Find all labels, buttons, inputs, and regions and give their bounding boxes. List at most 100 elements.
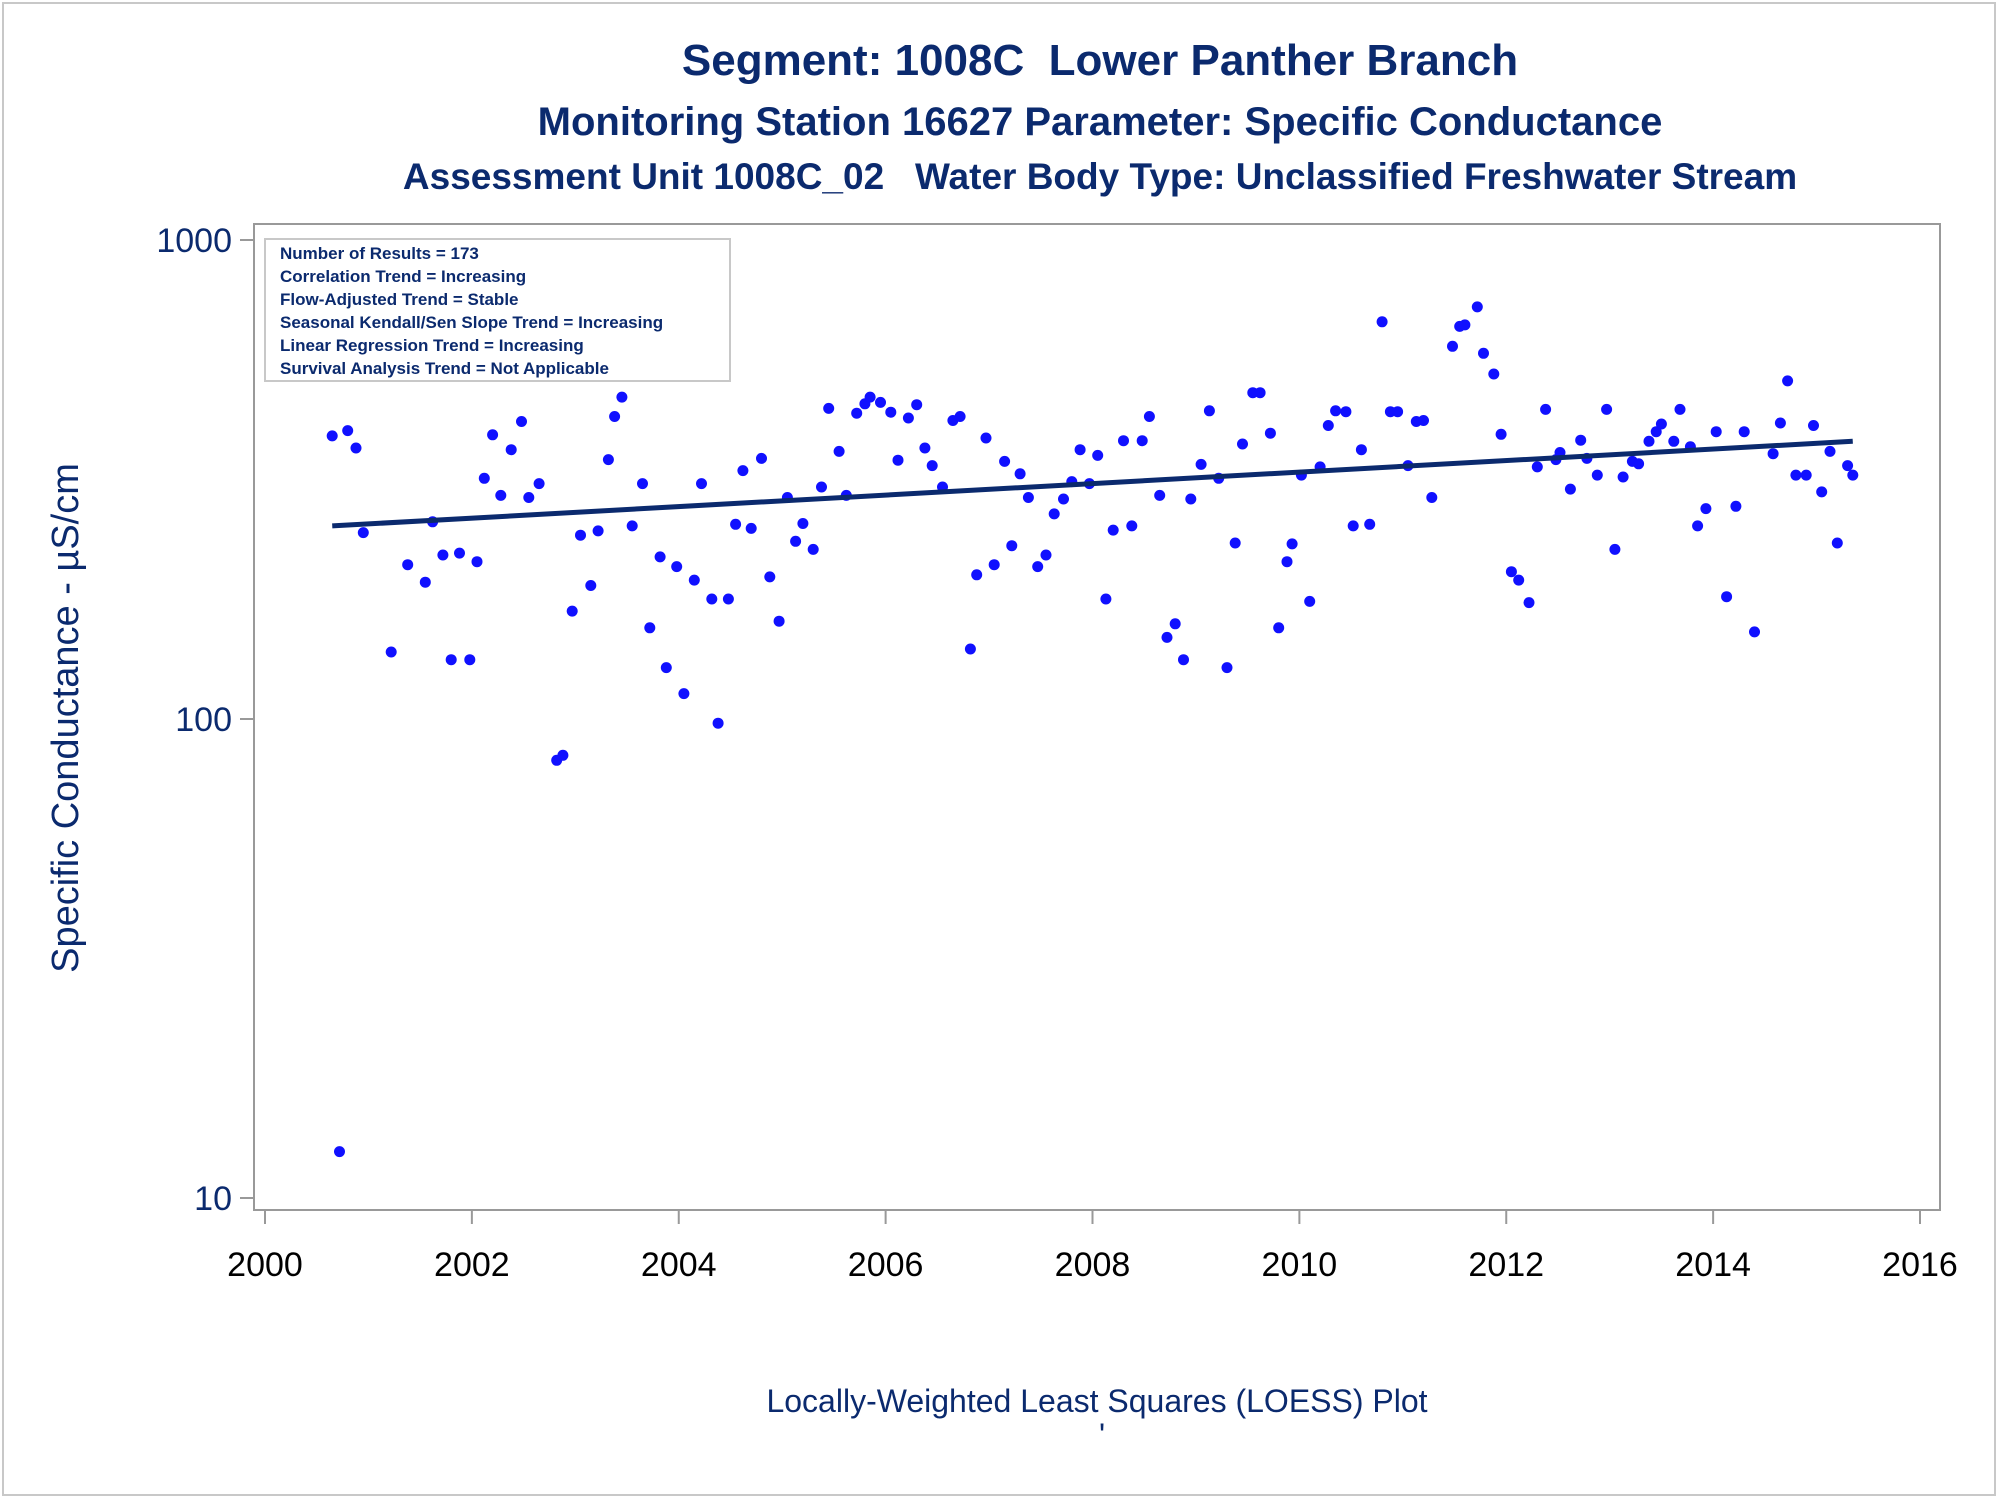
- data-point: [926, 460, 938, 472]
- data-point: [1800, 469, 1812, 481]
- data-point: [1738, 426, 1750, 438]
- stat-number-of-results: Number of Results = 173: [280, 244, 479, 263]
- data-point: [1185, 493, 1197, 505]
- x-tick-label: 2006: [848, 1246, 924, 1284]
- data-point: [1364, 518, 1376, 530]
- x-tick-label: 2014: [1675, 1246, 1751, 1284]
- data-point: [790, 535, 802, 547]
- x-tick-label: 2004: [641, 1246, 717, 1284]
- chart-footer: Locally-Weighted Least Squares (LOESS) P…: [766, 1383, 1427, 1419]
- data-point: [1347, 520, 1359, 532]
- data-point: [851, 407, 863, 419]
- data-point: [1100, 593, 1112, 605]
- data-point: [1048, 508, 1060, 520]
- data-point: [471, 556, 483, 568]
- y-axis: 10 100 1000: [156, 222, 254, 1218]
- data-point: [1161, 631, 1173, 643]
- data-point: [1376, 316, 1388, 328]
- data-point: [1254, 387, 1266, 399]
- data-point: [1032, 561, 1044, 573]
- data-point: [902, 412, 914, 424]
- data-point: [1264, 427, 1276, 439]
- data-point: [1459, 319, 1471, 331]
- x-tick-label: 2008: [1055, 1246, 1131, 1284]
- data-point: [954, 411, 966, 422]
- data-point: [1523, 597, 1535, 609]
- data-point: [1221, 662, 1233, 674]
- chart-subtitle-assessment: Assessment Unit 1008C_02 Water Body Type…: [402, 156, 1798, 197]
- data-point: [1195, 458, 1207, 470]
- x-tick-label: 2012: [1468, 1246, 1544, 1284]
- data-point: [1721, 591, 1733, 603]
- data-point: [1617, 471, 1629, 483]
- stat-survival-analysis-trend: Survival Analysis Trend = Not Applicable: [280, 359, 609, 378]
- data-point: [1650, 426, 1662, 438]
- data-point: [722, 593, 734, 605]
- data-point: [1118, 435, 1129, 447]
- data-point: [342, 425, 354, 437]
- data-point: [999, 455, 1011, 467]
- x-tick-label: 2002: [434, 1246, 510, 1284]
- x-tick-label: 2010: [1262, 1246, 1338, 1284]
- data-point: [1058, 493, 1069, 505]
- y-tick-label: 100: [175, 701, 232, 739]
- data-point: [1609, 543, 1621, 555]
- footnote-mark: ': [1099, 1417, 1105, 1453]
- data-point: [585, 580, 597, 591]
- data-point: [1136, 435, 1148, 447]
- data-point: [1643, 435, 1655, 447]
- data-point: [1816, 486, 1828, 498]
- data-point: [980, 432, 992, 444]
- data-point: [1668, 435, 1680, 447]
- data-point: [1591, 469, 1603, 481]
- data-point: [1847, 469, 1859, 481]
- data-point: [1286, 538, 1298, 550]
- data-point: [592, 525, 604, 537]
- data-point: [326, 430, 338, 442]
- data-point: [487, 429, 499, 441]
- data-point: [1330, 405, 1342, 417]
- data-point: [637, 478, 648, 490]
- data-point: [1126, 520, 1138, 532]
- data-point: [609, 411, 621, 422]
- data-point: [1782, 375, 1794, 387]
- data-point: [478, 472, 490, 484]
- data-point: [1040, 549, 1052, 561]
- data-point: [1513, 574, 1525, 586]
- data-point: [1426, 492, 1438, 503]
- data-point: [1178, 654, 1189, 666]
- data-point: [1790, 469, 1802, 481]
- data-point: [1143, 411, 1155, 422]
- data-point: [892, 454, 904, 466]
- data-point: [1488, 368, 1500, 380]
- stats-box-border: [264, 238, 731, 382]
- data-point: [533, 478, 545, 490]
- data-point: [1633, 458, 1645, 470]
- data-point: [833, 445, 845, 457]
- data-point: [671, 561, 683, 573]
- data-point: [1154, 489, 1166, 501]
- data-point: [1808, 420, 1819, 431]
- trend-line: [332, 438, 1853, 529]
- data-point: [626, 520, 638, 532]
- y-tick-label: 1000: [156, 222, 232, 260]
- data-point: [1418, 415, 1429, 426]
- data-point: [464, 654, 476, 666]
- data-point: [1700, 503, 1712, 515]
- data-point: [1169, 618, 1181, 630]
- data-point: [1655, 418, 1667, 430]
- data-point: [1495, 428, 1507, 440]
- data-point: [1540, 403, 1552, 415]
- data-point: [773, 615, 785, 627]
- data-point: [1392, 406, 1404, 418]
- data-point: [1304, 595, 1316, 607]
- data-point: [1674, 403, 1686, 415]
- data-point: [864, 391, 876, 403]
- data-point: [1237, 438, 1248, 450]
- y-tick-label: 10: [194, 1180, 232, 1218]
- data-point: [1774, 417, 1786, 429]
- data-point: [419, 576, 431, 588]
- data-point: [660, 662, 672, 674]
- data-point: [1203, 405, 1215, 417]
- data-point: [706, 593, 718, 605]
